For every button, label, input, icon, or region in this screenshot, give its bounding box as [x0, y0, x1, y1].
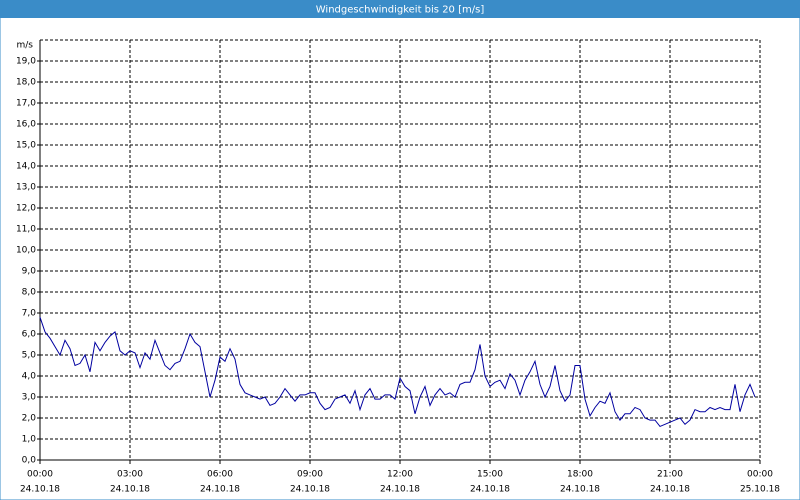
y-tick-label: 12,0: [16, 204, 36, 214]
x-tick-date: 24.10.18: [20, 485, 60, 495]
y-tick-label: 7,0: [22, 309, 37, 319]
title-bar: [0, 0, 800, 18]
y-tick-label: 14,0: [16, 162, 36, 172]
y-tick-label: 6,0: [22, 330, 37, 340]
y-tick-label: 16,0: [16, 120, 36, 130]
x-tick-label: 00:00: [747, 470, 773, 480]
x-tick-date: 24.10.18: [290, 485, 330, 495]
x-tick-date: 25.10.18: [740, 485, 780, 495]
y-tick-label: 4,0: [22, 372, 37, 382]
y-tick-label: 10,0: [16, 246, 36, 256]
x-tick-date: 24.10.18: [560, 485, 600, 495]
y-tick-label: 13,0: [16, 183, 36, 193]
x-tick-label: 09:00: [297, 470, 323, 480]
x-tick-label: 15:00: [477, 470, 503, 480]
y-tick-label: 17,0: [16, 99, 36, 109]
y-tick-label: 2,0: [22, 414, 37, 424]
data-line: [39, 317, 756, 428]
x-tick-label: 06:00: [207, 470, 233, 480]
x-tick-label: 03:00: [117, 470, 143, 480]
x-tick-date: 24.10.18: [110, 485, 150, 495]
x-tick-date: 24.10.18: [470, 485, 510, 495]
x-tick-label: 21:00: [657, 470, 683, 480]
y-tick-label: 18,0: [16, 78, 36, 88]
y-tick-label: 15,0: [16, 141, 36, 151]
y-unit: m/s: [17, 41, 34, 51]
y-tick-label: 1,0: [22, 435, 37, 445]
y-tick-label: 5,0: [22, 351, 37, 361]
x-tick-label: 12:00: [387, 470, 413, 480]
x-tick-date: 24.10.18: [650, 485, 690, 495]
x-tick-label: 18:00: [567, 470, 593, 480]
chart-title: Windgeschwindigkeit bis 20 [m/s]: [316, 5, 485, 16]
y-tick-label: 3,0: [22, 393, 37, 403]
y-tick-label: 11,0: [16, 225, 36, 235]
y-tick-label: 19,0: [16, 57, 36, 67]
x-tick-date: 24.10.18: [380, 485, 420, 495]
y-tick-label: 0,0: [22, 456, 37, 466]
y-tick-label: 9,0: [22, 267, 37, 277]
x-tick-label: 00:00: [27, 470, 53, 480]
y-tick-label: 8,0: [22, 288, 37, 298]
x-tick-date: 24.10.18: [200, 485, 240, 495]
